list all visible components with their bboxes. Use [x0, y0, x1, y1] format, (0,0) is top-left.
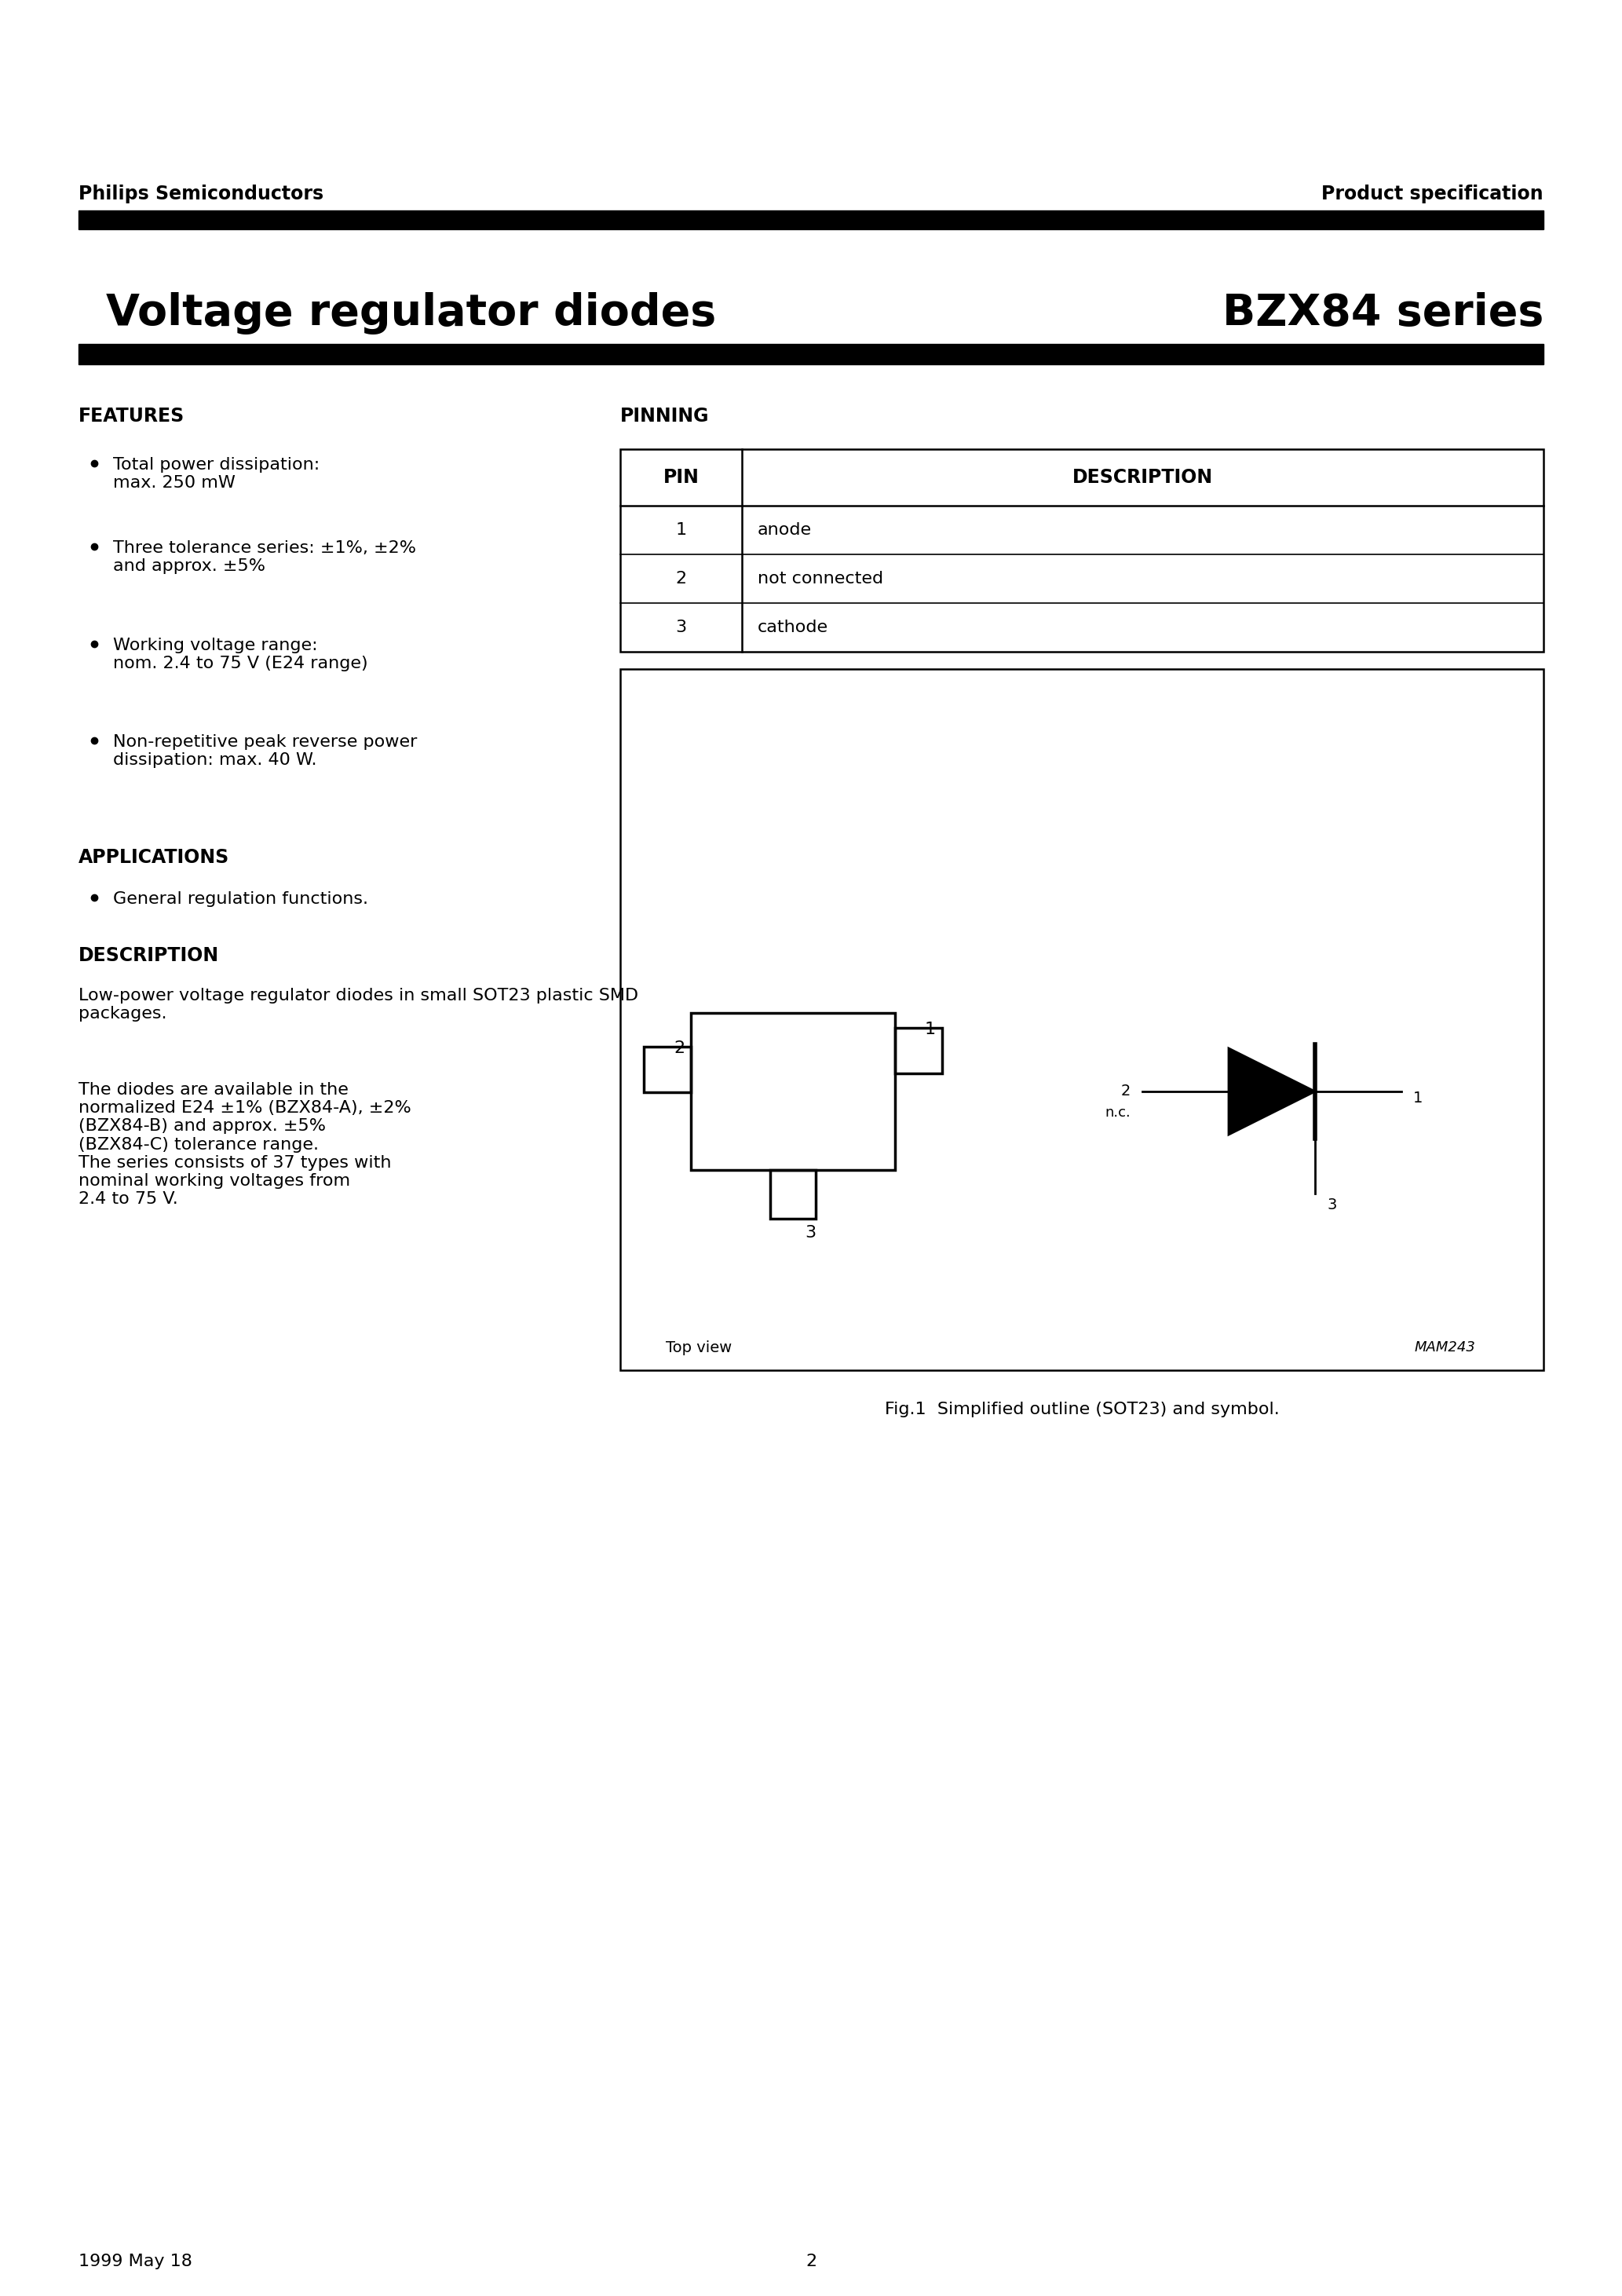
Text: General regulation functions.: General regulation functions. — [114, 891, 368, 907]
Text: 2: 2 — [675, 572, 686, 585]
Text: Fig.1  Simplified outline (SOT23) and symbol.: Fig.1 Simplified outline (SOT23) and sym… — [884, 1401, 1280, 1417]
Text: APPLICATIONS: APPLICATIONS — [78, 847, 229, 868]
Text: 1999 May 18: 1999 May 18 — [78, 2255, 193, 2268]
Bar — [691, 1013, 895, 1171]
Text: n.c.: n.c. — [1105, 1107, 1131, 1120]
Text: 1: 1 — [925, 1022, 936, 1038]
Text: Product specification: Product specification — [1322, 184, 1544, 204]
Text: DESCRIPTION: DESCRIPTION — [78, 946, 219, 964]
Text: BZX84 series: BZX84 series — [1221, 292, 1544, 335]
Bar — [620, 450, 1544, 652]
Text: cathode: cathode — [757, 620, 829, 636]
Bar — [644, 1047, 691, 1093]
Text: The diodes are available in the
normalized E24 ±1% (BZX84-A), ±2%
(BZX84-B) and : The diodes are available in the normaliz… — [78, 1081, 412, 1208]
Text: 1: 1 — [675, 521, 686, 537]
Text: Working voltage range:
nom. 2.4 to 75 V (E24 range): Working voltage range: nom. 2.4 to 75 V … — [114, 638, 368, 670]
Text: 2: 2 — [806, 2255, 816, 2268]
Bar — [78, 344, 1544, 365]
Text: 1: 1 — [1413, 1091, 1422, 1104]
Bar — [770, 1171, 816, 1219]
Text: 3: 3 — [1327, 1199, 1337, 1212]
Text: Low-power voltage regulator diodes in small SOT23 plastic SMD
packages.: Low-power voltage regulator diodes in sm… — [78, 987, 639, 1022]
Text: Voltage regulator diodes: Voltage regulator diodes — [105, 292, 717, 335]
Text: PINNING: PINNING — [620, 406, 709, 425]
Text: FEATURES: FEATURES — [78, 406, 185, 425]
Text: Three tolerance series: ±1%, ±2%
and approx. ±5%: Three tolerance series: ±1%, ±2% and app… — [114, 540, 417, 574]
Text: anode: anode — [757, 521, 813, 537]
Text: 2: 2 — [673, 1040, 684, 1056]
Text: PIN: PIN — [663, 468, 699, 487]
Bar — [895, 1029, 942, 1075]
Text: 2: 2 — [1121, 1084, 1131, 1097]
Text: 3: 3 — [675, 620, 686, 636]
Text: Top view: Top view — [665, 1341, 732, 1355]
Text: MAM243: MAM243 — [1414, 1341, 1474, 1355]
Bar — [78, 211, 1544, 230]
Text: Total power dissipation:
max. 250 mW: Total power dissipation: max. 250 mW — [114, 457, 320, 491]
Text: Philips Semiconductors: Philips Semiconductors — [78, 184, 323, 204]
Polygon shape — [1229, 1049, 1315, 1134]
Text: Non-repetitive peak reverse power
dissipation: max. 40 W.: Non-repetitive peak reverse power dissip… — [114, 735, 417, 769]
Text: DESCRIPTION: DESCRIPTION — [1072, 468, 1213, 487]
Text: not connected: not connected — [757, 572, 884, 585]
Text: 3: 3 — [805, 1226, 816, 1240]
Bar — [620, 668, 1544, 1371]
